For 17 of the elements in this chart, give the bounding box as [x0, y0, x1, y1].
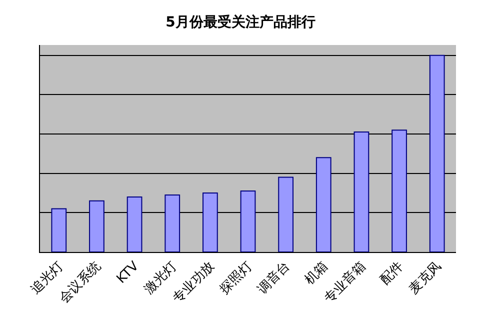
bar: [429, 54, 445, 252]
x-tick-label: 调音台: [255, 258, 294, 298]
bar: [354, 132, 370, 252]
bar: [240, 190, 256, 252]
bar: [278, 176, 294, 252]
bar: [164, 194, 180, 252]
bar: [89, 200, 104, 252]
bar: [202, 192, 218, 252]
x-tick-label: 探照灯: [217, 258, 256, 298]
x-tick-label: 麦克风: [406, 258, 445, 298]
x-tick-label: 机箱: [302, 258, 332, 288]
x-tick-label: 配件: [378, 258, 407, 288]
bar: [392, 130, 407, 252]
bar: [126, 196, 142, 252]
bar: [51, 208, 67, 252]
bar: [316, 157, 332, 252]
chart-title: 5月份最受关注产品排行: [166, 13, 316, 30]
